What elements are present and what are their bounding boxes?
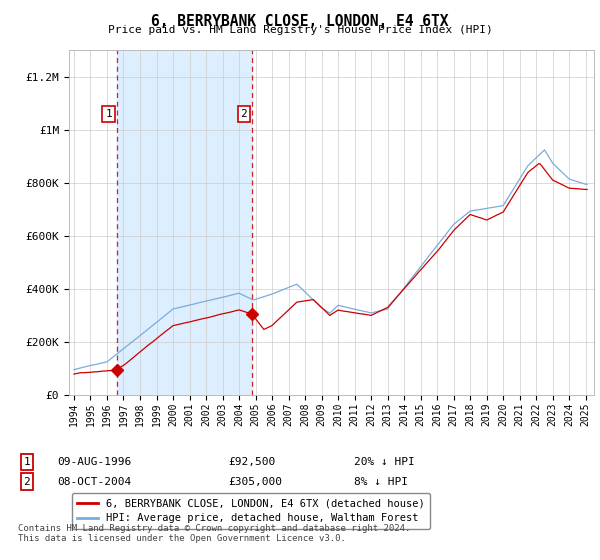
Bar (69, 50, 74, 395)
Text: 8% ↓ HPI: 8% ↓ HPI (354, 477, 408, 487)
Text: Price paid vs. HM Land Registry's House Price Index (HPI): Price paid vs. HM Land Registry's House … (107, 25, 493, 35)
Text: 2: 2 (240, 109, 247, 119)
Text: 1: 1 (23, 457, 31, 467)
Text: 20% ↓ HPI: 20% ↓ HPI (354, 457, 415, 467)
Text: Contains HM Land Registry data © Crown copyright and database right 2024.
This d: Contains HM Land Registry data © Crown c… (18, 524, 410, 543)
Legend: 6, BERRYBANK CLOSE, LONDON, E4 6TX (detached house), HPI: Average price, detache: 6, BERRYBANK CLOSE, LONDON, E4 6TX (deta… (71, 493, 430, 529)
Text: 6, BERRYBANK CLOSE, LONDON, E4 6TX: 6, BERRYBANK CLOSE, LONDON, E4 6TX (151, 14, 449, 29)
Text: £92,500: £92,500 (228, 457, 275, 467)
Text: 2: 2 (23, 477, 31, 487)
Text: 1: 1 (105, 109, 112, 119)
Text: 09-AUG-1996: 09-AUG-1996 (57, 457, 131, 467)
Text: 08-OCT-2004: 08-OCT-2004 (57, 477, 131, 487)
Bar (117, 50, 252, 395)
Text: £305,000: £305,000 (228, 477, 282, 487)
